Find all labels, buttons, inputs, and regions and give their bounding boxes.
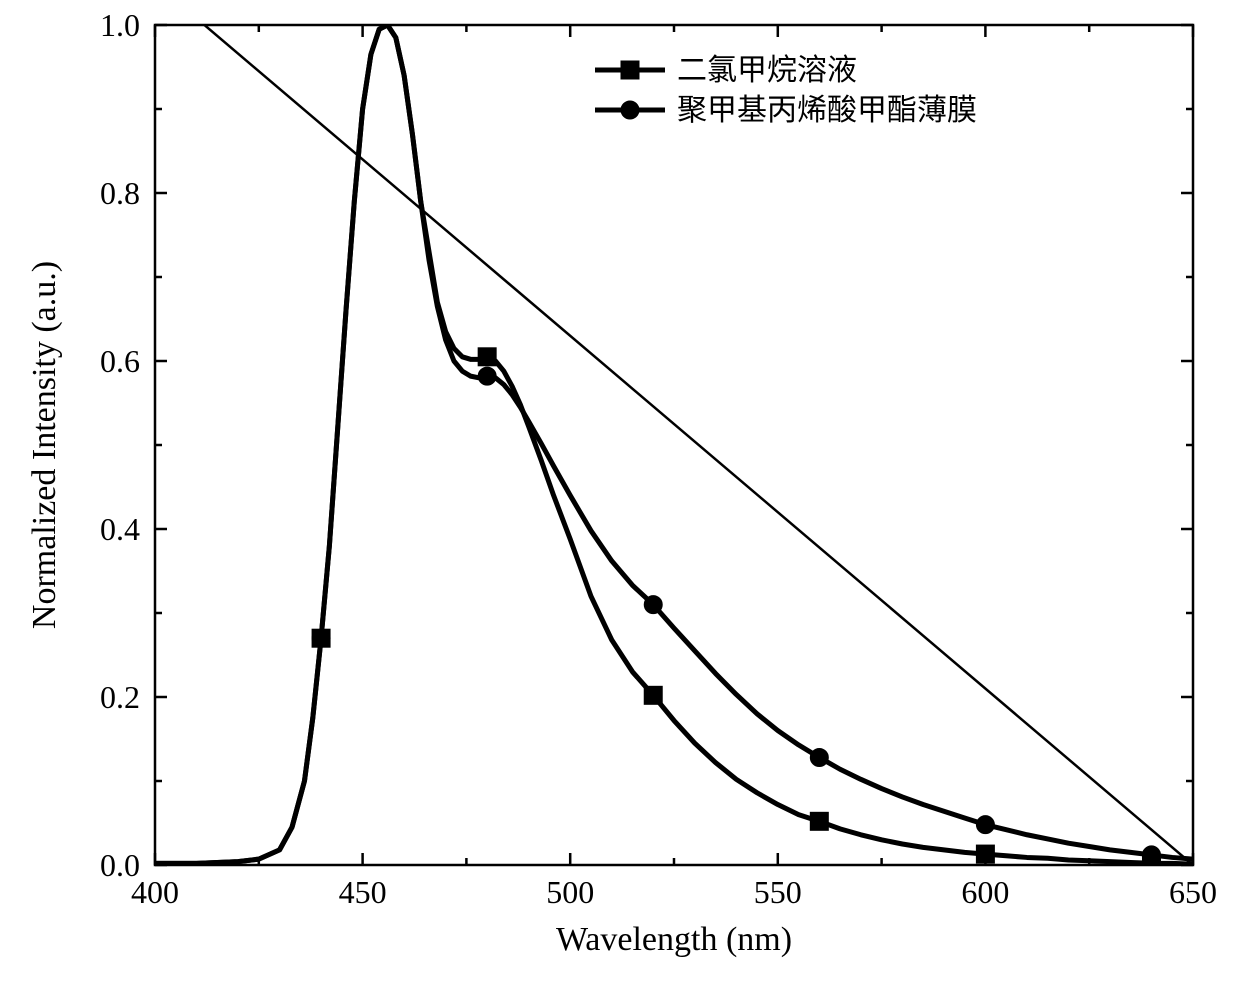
x-tick-label: 450 [339, 874, 387, 910]
square-marker [621, 61, 639, 79]
square-marker [810, 812, 828, 830]
circle-marker [312, 629, 330, 647]
circle-marker [644, 596, 662, 614]
circle-marker [621, 101, 639, 119]
x-axis-label: Wavelength (nm) [556, 921, 792, 958]
circle-marker [810, 748, 828, 766]
chart-container: 4004505005506006500.00.20.40.60.81.0Wave… [0, 0, 1240, 992]
x-tick-label: 500 [546, 874, 594, 910]
square-marker [478, 348, 496, 366]
x-tick-label: 650 [1169, 874, 1217, 910]
square-marker [644, 686, 662, 704]
x-tick-label: 600 [961, 874, 1009, 910]
legend-label: 聚甲基丙烯酸甲酯薄膜 [677, 94, 977, 127]
spectrum-chart: 4004505005506006500.00.20.40.60.81.0Wave… [0, 0, 1240, 992]
y-tick-label: 1.0 [100, 7, 140, 43]
legend-label: 二氯甲烷溶液 [677, 54, 857, 87]
circle-marker [478, 367, 496, 385]
y-tick-label: 0.0 [100, 847, 140, 883]
x-tick-label: 550 [754, 874, 802, 910]
y-tick-label: 0.6 [100, 343, 140, 379]
circle-marker [976, 816, 994, 834]
y-tick-label: 0.8 [100, 175, 140, 211]
circle-marker [1142, 846, 1160, 864]
square-marker [976, 845, 994, 863]
y-axis-label: Normalized Intensity (a.u.) [26, 261, 63, 629]
y-tick-label: 0.2 [100, 679, 140, 715]
y-tick-label: 0.4 [100, 511, 140, 547]
